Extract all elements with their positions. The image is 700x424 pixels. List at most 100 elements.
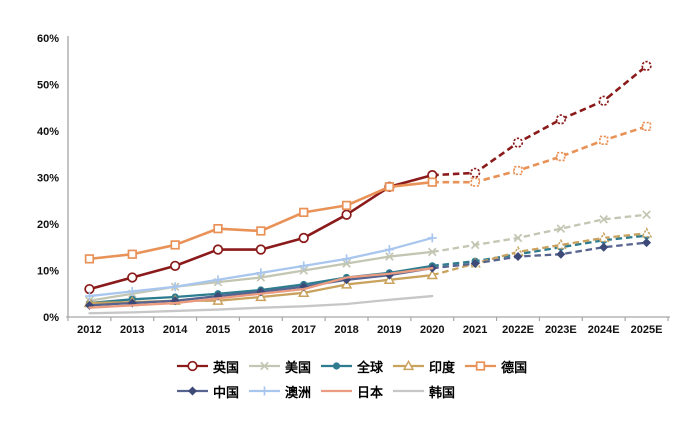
marker xyxy=(556,151,566,162)
marker xyxy=(513,165,523,176)
legend-label-us: 美国 xyxy=(285,359,312,375)
marker xyxy=(469,167,481,179)
legend-label-global: 全球 xyxy=(357,359,384,375)
series-japan xyxy=(88,267,434,309)
series-forecast-line-china xyxy=(432,241,647,270)
series-forecast-line-uk xyxy=(432,64,648,177)
legend-item-us: 美国 xyxy=(248,357,311,375)
y-tick-label: 0% xyxy=(43,312,59,324)
legend-item-global: 全球 xyxy=(320,357,383,375)
legend-label-india: 印度 xyxy=(429,359,456,375)
marker xyxy=(426,268,438,280)
marker xyxy=(598,95,609,106)
legend-item-uk: 英国 xyxy=(176,357,239,375)
marker xyxy=(255,290,267,302)
marker xyxy=(385,252,394,261)
marker xyxy=(599,135,609,145)
legend-swatch-germany xyxy=(465,361,497,371)
marker xyxy=(299,207,309,218)
marker xyxy=(642,238,652,248)
marker xyxy=(127,249,137,259)
legend-item-australia: 澳洲 xyxy=(248,382,311,400)
marker xyxy=(187,360,198,372)
marker xyxy=(555,114,567,125)
marker xyxy=(170,240,180,250)
marker xyxy=(256,226,266,236)
marker xyxy=(641,121,652,132)
series-korea xyxy=(88,294,434,315)
legend-swatch-us xyxy=(249,361,281,371)
legend-item-korea: 韩国 xyxy=(392,382,455,400)
marker xyxy=(169,260,181,272)
marker xyxy=(127,272,138,283)
y-tick-label: 40% xyxy=(37,126,59,138)
legend-swatch-india xyxy=(393,359,425,371)
legend-swatch-uk xyxy=(177,360,208,372)
x-tick-label: 2014 xyxy=(163,324,188,336)
legend-label-germany: 德国 xyxy=(501,359,528,375)
marker xyxy=(255,244,267,255)
series-australia xyxy=(84,233,437,301)
series-line-korea xyxy=(88,294,434,315)
x-tick-label: 2025E xyxy=(631,324,663,336)
marker xyxy=(598,231,610,243)
marker xyxy=(341,200,352,211)
marker xyxy=(556,249,566,259)
marker xyxy=(427,177,437,187)
legend-label-korea: 韩国 xyxy=(429,384,456,400)
marker xyxy=(641,60,652,72)
legend-swatch-australia xyxy=(249,386,281,396)
legend-swatch-korea xyxy=(393,389,425,393)
marker xyxy=(427,247,437,257)
marker xyxy=(555,238,567,250)
legend-item-japan: 日本 xyxy=(320,382,383,400)
marker xyxy=(599,242,609,252)
marker xyxy=(512,137,524,148)
x-tick-label: 2019 xyxy=(377,324,401,336)
x-tick-label: 2015 xyxy=(206,324,230,336)
x-tick-label: 2024E xyxy=(588,324,620,336)
marker xyxy=(84,254,95,264)
x-tick-label: 2013 xyxy=(120,324,144,336)
series-germany xyxy=(84,121,652,264)
series-line-japan xyxy=(88,267,434,309)
marker xyxy=(402,359,415,371)
series-forecast-line-india xyxy=(431,232,647,277)
marker xyxy=(342,259,351,268)
marker xyxy=(341,209,352,220)
marker xyxy=(470,259,480,269)
legend-label-japan: 日本 xyxy=(357,384,384,400)
legend-swatch-china xyxy=(177,386,208,396)
marker xyxy=(260,361,269,371)
y-tick-label: 10% xyxy=(37,266,59,278)
legend-label-china: 中国 xyxy=(213,384,240,400)
x-tick-label: 2020 xyxy=(420,324,444,336)
marker xyxy=(298,232,309,244)
marker xyxy=(556,224,566,233)
series-forecast-line-us xyxy=(432,213,647,254)
marker xyxy=(332,362,341,370)
legend-item-india: 印度 xyxy=(392,357,455,375)
marker xyxy=(213,224,223,234)
legend-swatch-global xyxy=(321,362,353,370)
legend-label-uk: 英国 xyxy=(213,359,240,375)
marker xyxy=(256,273,266,282)
marker xyxy=(513,233,523,243)
y-tick-label: 20% xyxy=(37,219,59,231)
series-forecast-line-germany xyxy=(432,125,647,184)
x-tick-label: 2012 xyxy=(77,324,101,336)
legend-item-germany: 德国 xyxy=(464,357,527,375)
marker xyxy=(513,252,523,262)
marker xyxy=(475,361,486,371)
series-forecast-line-global xyxy=(432,234,647,267)
y-tick-label: 30% xyxy=(37,173,59,185)
chart-legend: 英国 美国 全球 印度 德国中国 澳洲 日本 韩国 xyxy=(176,357,548,400)
marker xyxy=(640,227,653,238)
x-tick-label: 2016 xyxy=(249,324,273,336)
marker xyxy=(188,386,197,396)
legend-swatch-japan xyxy=(321,389,353,393)
series-uk xyxy=(84,60,652,295)
x-tick-label: 2018 xyxy=(334,324,358,336)
marker xyxy=(212,244,224,255)
